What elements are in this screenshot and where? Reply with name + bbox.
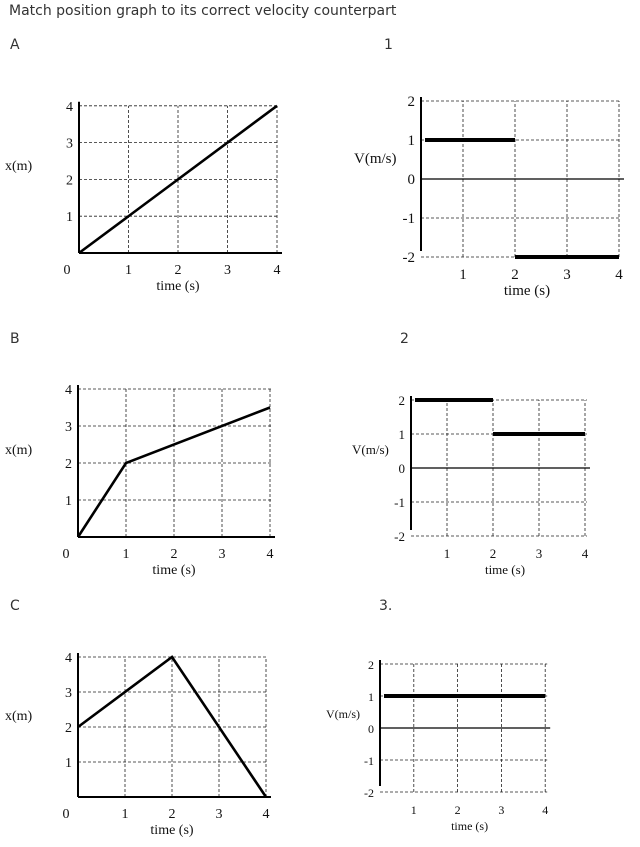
y-tick-label: 2 — [408, 94, 416, 110]
label-position-c: C — [10, 598, 20, 614]
y-axis-label: V(m/s) — [326, 707, 360, 721]
chart-C: 1 2 3 4 0 1 2 3 4 time (s) x(m) — [5, 651, 271, 838]
y-tick-label: -1 — [403, 211, 416, 227]
y-tick-label: -1 — [394, 495, 405, 510]
x-tick-label: 0 — [63, 547, 70, 562]
x-tick-label: 3 — [536, 546, 543, 561]
y-tick-label: 0 — [408, 172, 416, 188]
y-tick-label: -2 — [403, 250, 416, 266]
y-tick-label: 2 — [368, 658, 374, 672]
x-tick-label: 1 — [444, 546, 451, 561]
y-tick-label: 2 — [399, 393, 406, 408]
x-tick-label: 2 — [171, 547, 178, 562]
x-tick-label: 4 — [615, 267, 623, 283]
x-tick-label: 2 — [169, 807, 176, 822]
x-axis-label: time (s) — [485, 562, 525, 577]
x-tick-label: 3 — [224, 263, 231, 278]
question-title: Match position graph to its correct velo… — [9, 3, 397, 19]
y-tick-label: 3 — [65, 420, 72, 435]
y-tick-label: -2 — [394, 529, 405, 544]
y-tick-label: 2 — [65, 457, 72, 472]
y-tick-label: 1 — [65, 494, 72, 509]
x-tick-label: 0 — [63, 807, 70, 822]
x-tick-label: 4 — [274, 263, 281, 278]
x-tick-label: 1 — [125, 263, 132, 278]
y-axis-label: x(m) — [5, 709, 33, 724]
x-tick-label: 1 — [122, 807, 129, 822]
y-tick-label: 1 — [65, 756, 72, 771]
position-line — [77, 655, 268, 798]
x-axis-label: time (s) — [156, 279, 199, 294]
position-line — [78, 104, 278, 255]
y-tick-label: 1 — [399, 427, 406, 442]
y-tick-label: 1 — [368, 690, 374, 704]
x-tick-label: 4 — [542, 803, 548, 817]
x-tick-label: 4 — [582, 546, 589, 561]
x-tick-label: 3 — [563, 267, 571, 283]
y-tick-label: 1 — [66, 210, 73, 225]
x-tick-label: 2 — [175, 263, 182, 278]
x-tick-label: 4 — [263, 807, 270, 822]
y-axis-label: V(m/s) — [354, 151, 397, 167]
x-axis-label: time (s) — [150, 823, 193, 838]
x-tick-label: 1 — [411, 803, 417, 817]
x-tick-label: 4 — [267, 547, 274, 562]
x-axis-label: time (s) — [451, 819, 488, 833]
position-line — [76, 406, 271, 538]
y-tick-label: 0 — [399, 461, 406, 476]
chart-B: 1 2 3 4 0 1 2 3 4 time (s) x(m) — [5, 383, 275, 578]
y-tick-label: -1 — [364, 754, 374, 768]
y-tick-label: 2 — [65, 721, 72, 736]
chart-3: 2 1 0 -1 -2 1 2 3 4 time (s) V(m/s) — [326, 658, 551, 833]
label-position-a: A — [10, 37, 20, 53]
x-tick-label: 3 — [216, 807, 223, 822]
y-tick-label: 1 — [408, 133, 416, 149]
y-axis-label: V(m/s) — [352, 442, 389, 457]
x-tick-label: 3 — [498, 803, 504, 817]
y-tick-label: 4 — [66, 100, 73, 115]
y-tick-label: 3 — [66, 137, 73, 152]
y-tick-label: 3 — [65, 686, 72, 701]
y-tick-label: 0 — [368, 722, 374, 736]
y-axis-label: x(m) — [5, 443, 33, 458]
x-tick-label: 2 — [455, 803, 461, 817]
y-tick-label: 4 — [65, 651, 72, 666]
x-tick-label: 0 — [64, 263, 71, 278]
chart-2: 2 1 0 -1 -2 1 2 3 4 time (s) V(m/s) — [352, 393, 590, 577]
chart-A: 1 2 3 4 0 1 2 3 4 time (s) x(m) — [5, 100, 282, 294]
x-tick-label: 3 — [219, 547, 226, 562]
x-tick-label: 2 — [490, 546, 497, 561]
x-tick-label: 2 — [511, 267, 519, 283]
x-tick-label: 1 — [459, 267, 467, 283]
label-position-b: B — [10, 331, 20, 347]
label-velocity-3: 3. — [379, 598, 393, 614]
x-axis-label: time (s) — [152, 563, 195, 578]
x-axis-label: time (s) — [504, 283, 550, 299]
y-tick-label: 4 — [65, 383, 72, 398]
label-velocity-2: 2 — [400, 331, 409, 347]
label-velocity-1: 1 — [384, 37, 393, 53]
chart-1: 2 1 0 -1 -2 1 2 3 4 time (s) V(m/s) — [354, 94, 624, 299]
x-tick-label: 1 — [123, 547, 130, 562]
y-tick-label: -2 — [364, 786, 374, 800]
y-tick-label: 2 — [66, 173, 73, 188]
y-axis-label: x(m) — [5, 159, 33, 174]
